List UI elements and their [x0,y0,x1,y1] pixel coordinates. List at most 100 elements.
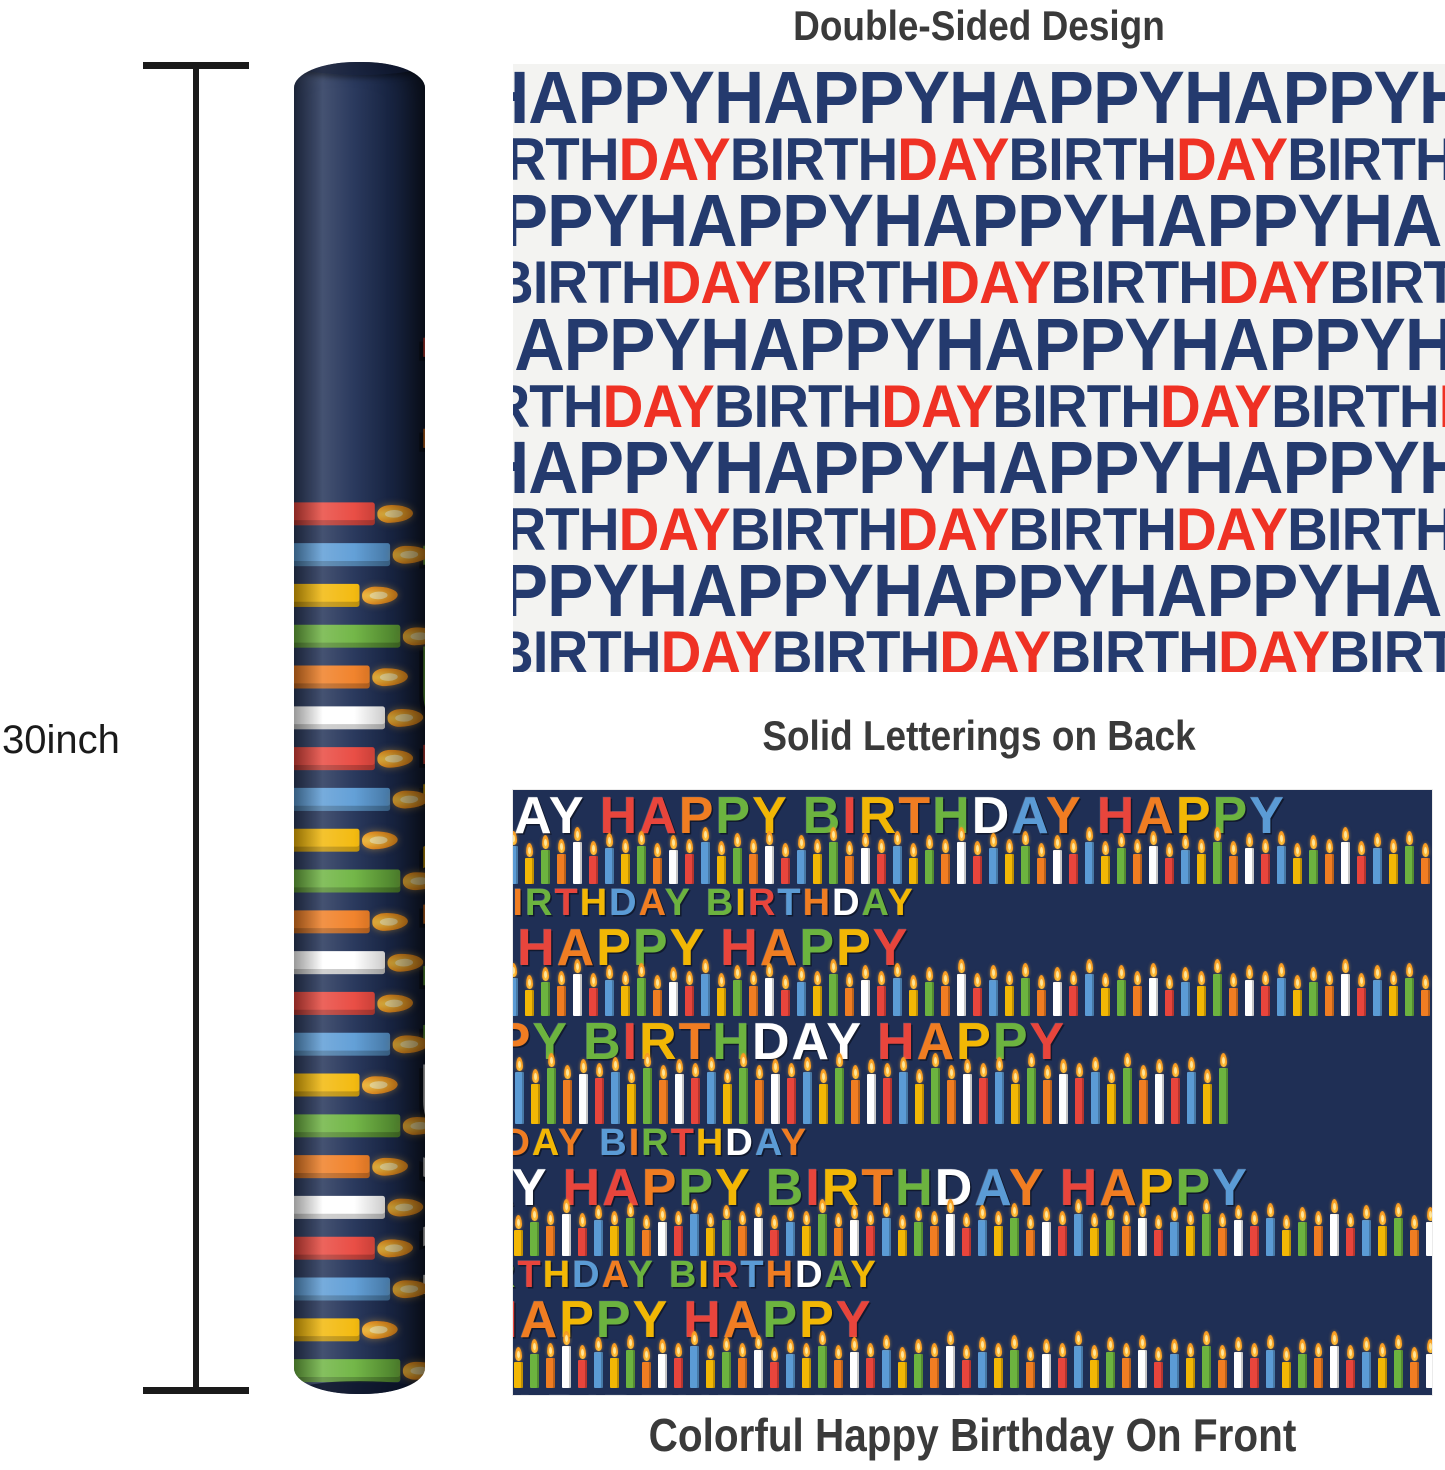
candle-icon [802,1342,811,1388]
candle-icon [818,1330,827,1388]
candle-icon [562,1198,571,1256]
candle-icon [1421,842,1430,884]
candle-icon [674,1210,683,1256]
pattern-word: HAPPY [513,549,639,633]
pattern-word: HAPPY [513,302,701,386]
candle-icon [1213,958,1222,1016]
pattern-word: HAPPY [1183,64,1420,139]
candle-icon [621,838,630,884]
candle-icon [513,830,518,884]
candle-icon [1171,1062,1180,1124]
candle-icon [1314,1210,1323,1256]
candle-icon [1410,1214,1419,1256]
candle-icon [1245,832,1254,884]
candle-icon [1027,1052,1036,1124]
candle-icon [610,1210,619,1256]
candle-icon [1042,1338,1051,1388]
candle-icon [1133,970,1142,1016]
candle-icon [989,832,998,884]
pattern-word: HAPPY [720,919,910,977]
candle-icon [514,1214,523,1256]
candle-icon [834,1212,843,1256]
candle-icon [738,1210,747,1256]
candle-icon [1010,1334,1019,1388]
candle-icon [525,842,534,884]
pattern-word: HAPPY [1342,549,1445,633]
pattern-row: PPYHAPPYHAPPY [513,922,1432,974]
candle-icon [850,1336,859,1388]
candle-icon [626,1202,635,1256]
candle-icon [515,1056,524,1124]
candle-icon [754,1202,763,1256]
candle-icon [914,1338,923,1388]
candle-icon [1426,1206,1432,1256]
pattern-word: HAPPY [513,425,715,509]
candle-icon [1085,826,1094,884]
pattern-row: HAPPYHAPPYHAPPYHAPPYHAPPYHAPPY [513,554,1445,628]
candle-icon [1261,838,1270,884]
pattern-word: HAPPY [713,425,950,509]
candle-icon [909,842,918,884]
candle-icon [1357,972,1366,1016]
candle-icon [1341,958,1350,1016]
pattern-word: PPY [513,1388,532,1395]
candle-icon [610,1342,619,1388]
candle-icon [1250,1210,1259,1256]
candle-icon [797,966,806,1016]
candle-icon [1053,966,1062,1016]
candle-icon [765,962,774,1016]
candle-icon [861,964,870,1016]
pattern-word: HAPPY [637,179,874,263]
candle-icon [1075,1062,1084,1124]
pattern-word: DAY [1160,372,1272,440]
candle-icon [675,1058,684,1124]
candle-icon [706,1344,715,1388]
pattern-word: HAPPY [513,1291,670,1349]
candle-icon [547,1052,556,1124]
candle-icon [914,1206,923,1256]
candle-icon [1091,1056,1100,1124]
pattern-word: DAY [1218,249,1330,317]
candle-icon [557,838,566,884]
candle-icon [866,1210,875,1256]
candle-icon [770,1214,779,1256]
candle-icon [294,787,425,811]
pattern-word: BIRTH [1050,249,1219,317]
candle-icon [653,974,662,1016]
candle-icon [1037,974,1046,1016]
candle-icon [531,1068,540,1124]
pattern-word: HAPPY [934,302,1171,386]
candle-icon [1021,830,1030,884]
candle-icon [707,1056,716,1124]
candle-icon [1421,974,1430,1016]
pattern-word: HAPPY [1405,303,1445,386]
candle-icon [1298,1338,1307,1388]
pattern-word: BIRTHDAY [765,1159,1046,1217]
candle-icon [1026,1346,1035,1388]
candle-icon [294,1277,425,1301]
candle-icon [1170,1206,1179,1256]
pattern-row: BIRTHDAYBIRTHDAYBIRTHDAYBIRTHDAYBIRTHDAY… [513,623,1445,672]
candle-icon [605,832,614,884]
pattern-word: HAPPY [713,64,950,139]
pattern-word: HAPPY [872,179,1109,263]
candle-icon [1394,1202,1403,1256]
pattern-word: HAPPY [1107,549,1344,633]
pattern-row: BIRTHDAY BIRTHDAY [513,884,1432,922]
candle-icon [541,834,550,884]
candle-icon [1389,838,1398,884]
candle-icon [1426,1338,1432,1388]
candle-icon [723,1068,732,1124]
candle-icon [1181,966,1190,1016]
pattern-row: HDAYHAPPYBIRTHDAYHAPPY [513,1162,1432,1214]
pattern-word: DAY [939,249,1051,317]
candle-icon [754,1334,763,1388]
candle-icon [605,964,614,1016]
candle-icon [562,1330,571,1388]
pattern-word: BIRTH [1287,126,1445,194]
candle-icon [995,1056,1004,1124]
candle-icon [882,1334,891,1388]
candle-icon [786,1338,795,1388]
candle-icon [573,826,582,884]
pattern-word: HDAY [513,1122,586,1164]
